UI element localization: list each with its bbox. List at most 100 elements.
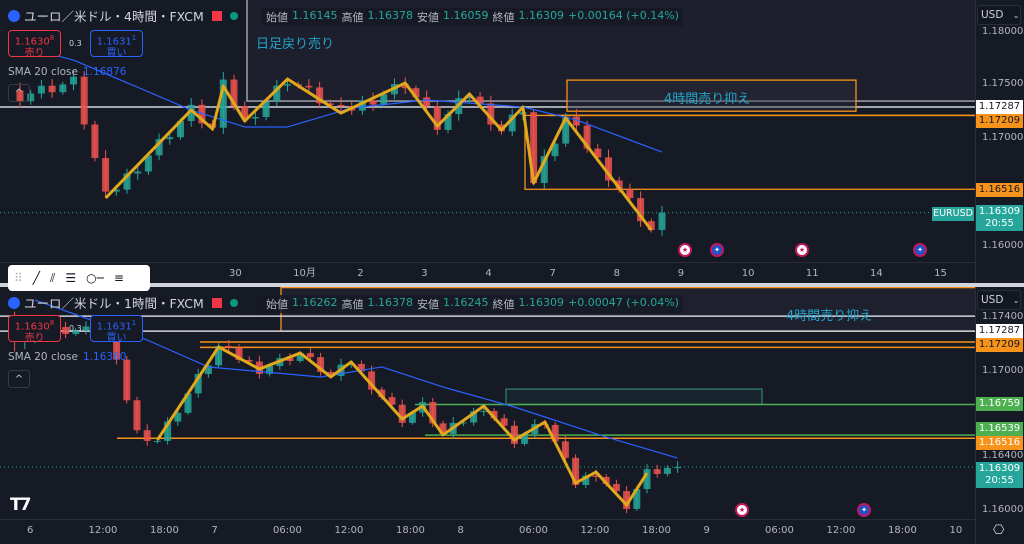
us-flag-event-icon[interactable]: ★ bbox=[735, 503, 749, 517]
price-level-tag: 1.16516 bbox=[976, 183, 1023, 198]
annotation-daily-sell[interactable]: 日足戻り売り bbox=[256, 37, 335, 52]
drag-handle-icon[interactable]: ⠿ bbox=[14, 271, 23, 285]
collapse-legend-button[interactable]: ^ bbox=[8, 84, 30, 102]
price-axis-4h[interactable]: 1.18000 1.17500 1.17000 1.16000 bbox=[975, 0, 1024, 283]
price-level-tag: 1.17287 bbox=[976, 100, 1023, 114]
market-open-icon bbox=[229, 298, 238, 307]
sell-label: 売り bbox=[24, 48, 45, 60]
candle-body bbox=[572, 457, 580, 485]
candle-body bbox=[230, 79, 238, 107]
chart-4h-canvas[interactable] bbox=[0, 0, 975, 262]
chart-1h-panel[interactable]: ユーロ／米ドル・1時間・FXCM 始値 1.16262 高値 1.16378 安値 1… bbox=[0, 287, 1024, 544]
time-axis-1h[interactable]: 6 12:00 18:00 7 06:00 12:00 18:00 8 06:00 12:00 18… bbox=[0, 519, 975, 544]
spread-value: 0.3 bbox=[69, 324, 82, 333]
drawing-toolbar[interactable]: ⠿ ╱ ⫽ ☰ ○─ ≡ bbox=[8, 265, 150, 291]
bar-countdown: 20:55 bbox=[985, 218, 1014, 229]
price-level-tag: 1.16516 bbox=[976, 436, 1023, 450]
candle-body bbox=[583, 125, 591, 149]
candle-body bbox=[470, 411, 478, 423]
buy-label: 買い bbox=[106, 48, 127, 60]
flag-icon[interactable] bbox=[211, 10, 222, 21]
candle-body bbox=[368, 371, 376, 390]
candle-body bbox=[317, 357, 325, 372]
last-price: 1.16309 bbox=[978, 206, 1021, 217]
symbol-legend-1h[interactable]: ユーロ／米ドル・1時間・FXCM bbox=[8, 293, 238, 312]
trend-line-icon[interactable]: ╱ bbox=[32, 271, 41, 285]
currency-select[interactable]: USD ⌄ bbox=[977, 5, 1021, 25]
chart-4h-panel[interactable]: ユーロ／米ドル・4時間・FXCM 始値 1.16145 高値 1.16378 安値 1… bbox=[0, 0, 1024, 283]
zigzag-line bbox=[156, 345, 649, 507]
candle-body bbox=[177, 121, 184, 138]
candle-body bbox=[444, 114, 452, 130]
price-level-tag: 1.17209 bbox=[976, 338, 1023, 353]
time-tick-label: 8 bbox=[613, 268, 620, 279]
candle-body bbox=[510, 425, 518, 444]
candle-body bbox=[521, 433, 529, 444]
candle-body bbox=[615, 180, 623, 190]
time-tick-label: 7 bbox=[211, 525, 218, 536]
symbol-title[interactable]: ユーロ／米ドル・1時間・FXCM bbox=[24, 296, 204, 311]
time-tick-label: 12:00 bbox=[334, 525, 364, 536]
low-value: 1.16059 bbox=[443, 9, 489, 22]
eu-flag-event-icon[interactable]: ✦ bbox=[857, 503, 871, 517]
candle-body bbox=[305, 85, 313, 88]
sma-value: 1.16360 bbox=[83, 351, 127, 363]
horizontal-ray-icon[interactable]: ○─ bbox=[86, 271, 104, 285]
buy-button[interactable]: 1.16311 買い bbox=[90, 30, 143, 60]
candle-body bbox=[27, 93, 35, 102]
symbol-legend-4h[interactable]: ユーロ／米ドル・4時間・FXCM bbox=[8, 6, 238, 25]
settings-gear-icon[interactable]: ⎔ bbox=[993, 523, 1005, 538]
euro-flag-icon bbox=[8, 296, 20, 309]
horizontal-lines-icon[interactable]: ≡ bbox=[113, 271, 124, 285]
flag-icon[interactable] bbox=[211, 297, 222, 308]
eu-flag-event-icon[interactable]: ✦ bbox=[913, 243, 927, 257]
time-tick-label: 3 bbox=[421, 268, 428, 279]
candle-body bbox=[144, 155, 152, 172]
candle-body bbox=[112, 189, 120, 192]
candle-body bbox=[612, 484, 620, 492]
time-tick-label: 4 bbox=[485, 268, 492, 279]
candle-body bbox=[91, 124, 99, 159]
candle-body bbox=[626, 189, 634, 199]
candle-body bbox=[380, 94, 388, 105]
buy-button[interactable]: 1.16311 買い bbox=[90, 315, 143, 344]
candle-body bbox=[398, 404, 406, 423]
us-flag-event-icon[interactable]: ★ bbox=[795, 243, 809, 257]
eu-flag-event-icon[interactable]: ✦ bbox=[710, 243, 724, 257]
sma-legend-4h[interactable]: SMA 20 close 1.16876 bbox=[8, 66, 126, 78]
sell-button[interactable]: 1.16308 売り bbox=[8, 30, 61, 60]
sell-button[interactable]: 1.16308 売り bbox=[8, 315, 61, 344]
change-value: +0.00047 (+0.04%) bbox=[568, 296, 679, 309]
time-tick-label: 06:00 bbox=[765, 525, 794, 536]
last-price: 1.16309 bbox=[978, 463, 1021, 474]
open-value: 1.16145 bbox=[292, 9, 338, 22]
candle-body bbox=[245, 359, 253, 362]
candle-body bbox=[70, 76, 77, 85]
parallel-channel-icon[interactable]: ⫽ bbox=[50, 270, 56, 285]
candle-body bbox=[633, 489, 641, 509]
pane-divider[interactable] bbox=[0, 283, 1024, 287]
collapse-legend-button[interactable]: ^ bbox=[8, 370, 30, 388]
candle-body bbox=[215, 345, 223, 366]
candle-body bbox=[561, 441, 569, 458]
tradingview-logo[interactable]: T7 bbox=[10, 495, 31, 515]
sma-legend-1h[interactable]: SMA 20 close 1.16360 bbox=[8, 351, 126, 363]
high-value: 1.16378 bbox=[367, 296, 414, 309]
candle-body bbox=[262, 101, 270, 118]
time-tick-label: 14 bbox=[870, 268, 883, 279]
candle-body bbox=[412, 88, 420, 98]
time-tick-label: 10 bbox=[741, 268, 755, 279]
time-axis-4h[interactable]: 30 10月 2 3 4 7 8 9 10 11 14 15 bbox=[0, 262, 975, 283]
currency-select[interactable]: USD ⌄ bbox=[977, 290, 1021, 310]
us-flag-event-icon[interactable]: ★ bbox=[678, 243, 692, 257]
buy-price: 1.1631 bbox=[96, 321, 132, 333]
price-tick-label: 1.16000 bbox=[982, 504, 1024, 515]
time-tick-label: 7 bbox=[549, 268, 556, 279]
annotation-4h-resistance[interactable]: 4時間売り抑え bbox=[786, 309, 873, 324]
fib-retracement-icon[interactable]: ☰ bbox=[65, 271, 77, 285]
candle-body bbox=[48, 85, 56, 93]
candle-body bbox=[143, 430, 151, 441]
annotation-4h-resistance[interactable]: 4時間売り抑え bbox=[664, 92, 751, 107]
symbol-title[interactable]: ユーロ／米ドル・4時間・FXCM bbox=[24, 9, 204, 24]
candle-body bbox=[476, 96, 484, 104]
